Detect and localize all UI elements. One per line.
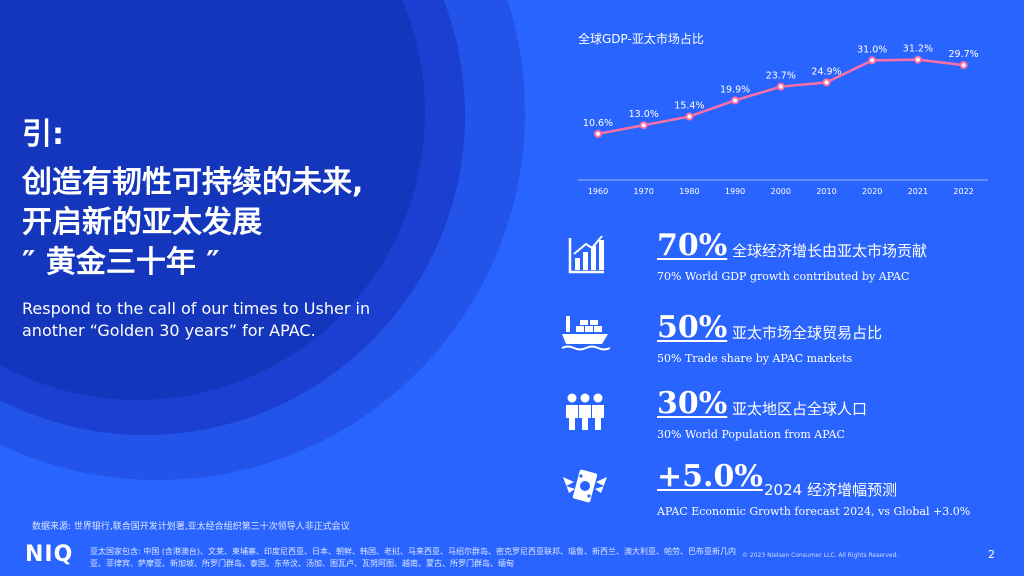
stat-trade-share: 50% 亚太市场全球贸易占比 50% Trade share by APAC m…: [560, 310, 1000, 384]
title-line-3: 开启新的亚太发展: [22, 205, 262, 240]
data-point: [868, 56, 877, 65]
page-number: 2: [988, 548, 995, 561]
data-point: [639, 121, 648, 130]
data-label: 19.9%: [720, 84, 750, 95]
stat-population: 30% 亚太地区占全球人口 30% World Population from …: [560, 386, 1000, 460]
x-tick-label: 2020: [862, 187, 882, 196]
title-line-1: 引:: [22, 117, 64, 152]
stat-value: 30%: [657, 386, 728, 421]
data-label: 24.9%: [811, 66, 841, 77]
stat-label-cn: 亚太市场全球贸易占比: [732, 324, 883, 342]
flying-money-icon: [563, 469, 607, 503]
data-source: 数据来源: 世界银行,联合国开发计划署,亚太经合组织第三十次领导人非正式会议: [32, 522, 350, 532]
cargo-ship-icon: [561, 316, 610, 351]
niq-logo: NIQ: [25, 542, 74, 567]
data-label: 10.6%: [583, 118, 613, 129]
data-point: [959, 61, 968, 70]
x-tick-label: 2022: [953, 187, 973, 196]
data-point: [594, 129, 602, 138]
data-label: 31.0%: [857, 44, 887, 55]
x-tick-label: 1970: [634, 187, 654, 196]
stat-label-en: 50% Trade share by APAC markets: [657, 352, 853, 365]
x-tick-label: 1990: [725, 187, 745, 196]
stat-label-en: APAC Economic Growth forecast 2024, vs G…: [657, 505, 971, 518]
x-tick-label: 2021: [908, 187, 928, 196]
chart-title: 全球GDP-亚太市场占比: [578, 32, 704, 46]
x-tick-label: 2000: [771, 187, 791, 196]
x-tick-label: 1980: [679, 187, 699, 196]
stat-label-en: 30% World Population from APAC: [657, 428, 845, 441]
data-label: 13.0%: [629, 109, 659, 120]
stat-label-cn: 2024 经济增幅预测: [764, 481, 897, 499]
data-point: [685, 112, 694, 121]
stat-value: +5.0%: [657, 459, 763, 494]
stat-label-en: 70% World GDP growth contributed by APAC: [657, 270, 910, 283]
stat-value: 50%: [657, 310, 728, 345]
stat-growth-forecast: +5.0% 2024 经济增幅预测 APAC Economic Growth f…: [560, 459, 1000, 533]
x-tick-label: 1960: [588, 187, 608, 196]
data-point: [731, 96, 740, 105]
copyright: © 2023 Nielsen Consumer LLC. All Rights …: [742, 552, 899, 559]
apac-countries-footnote: 亚太国家包含: 中国 (含港澳台)、文莱、柬埔寨、印度尼西亚、日本、朝鲜、韩国、…: [90, 547, 737, 568]
bar-chart-icon: [568, 235, 604, 274]
data-label: 29.7%: [949, 49, 979, 60]
stat-value: 70%: [657, 228, 728, 263]
data-label: 23.7%: [766, 71, 796, 82]
x-tick-label: 2010: [816, 187, 836, 196]
data-label: 15.4%: [674, 101, 704, 112]
title-line-2: 创造有韧性可持续的未来,: [22, 165, 364, 200]
stat-gdp-growth: 70% 全球经济增长由亚太市场贡献 70% World GDP growth c…: [560, 228, 1000, 302]
data-point: [822, 78, 831, 87]
subtitle: Respond to the call of our times to Ushe…: [22, 299, 371, 340]
gdp-share-chart: 10.6% 1960 13.0% 1970 15.4% 1980 19.9% 1990 23.7…: [578, 44, 988, 196]
title-line-4: ″ 黄金三十年 ″: [22, 245, 220, 280]
data-label: 31.2%: [903, 44, 933, 55]
stat-label-cn: 全球经济增长由亚太市场贡献: [732, 242, 928, 260]
people-icon: [566, 393, 604, 430]
data-point: [776, 82, 785, 91]
stat-label-cn: 亚太地区占全球人口: [732, 400, 868, 418]
data-point: [913, 55, 922, 64]
